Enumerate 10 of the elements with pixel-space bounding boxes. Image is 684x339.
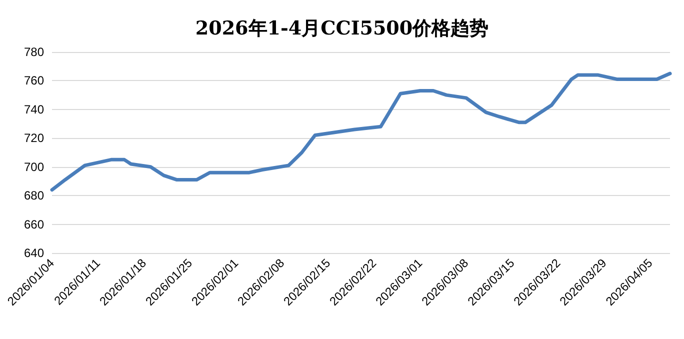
y-tick-label: 780 (24, 45, 44, 59)
y-tick-label: 660 (24, 217, 44, 232)
y-tick-label: 740 (24, 102, 44, 116)
y-tick-label: 700 (24, 160, 44, 174)
y-tick-label: 680 (24, 188, 44, 203)
y-tick-label: 760 (24, 74, 44, 88)
chart-title: 2026年1-4月CCI5500价格趋势 (195, 18, 489, 40)
y-tick-label: 640 (24, 246, 44, 260)
y-tick-label: 720 (24, 131, 44, 146)
line-series (50, 72, 672, 192)
